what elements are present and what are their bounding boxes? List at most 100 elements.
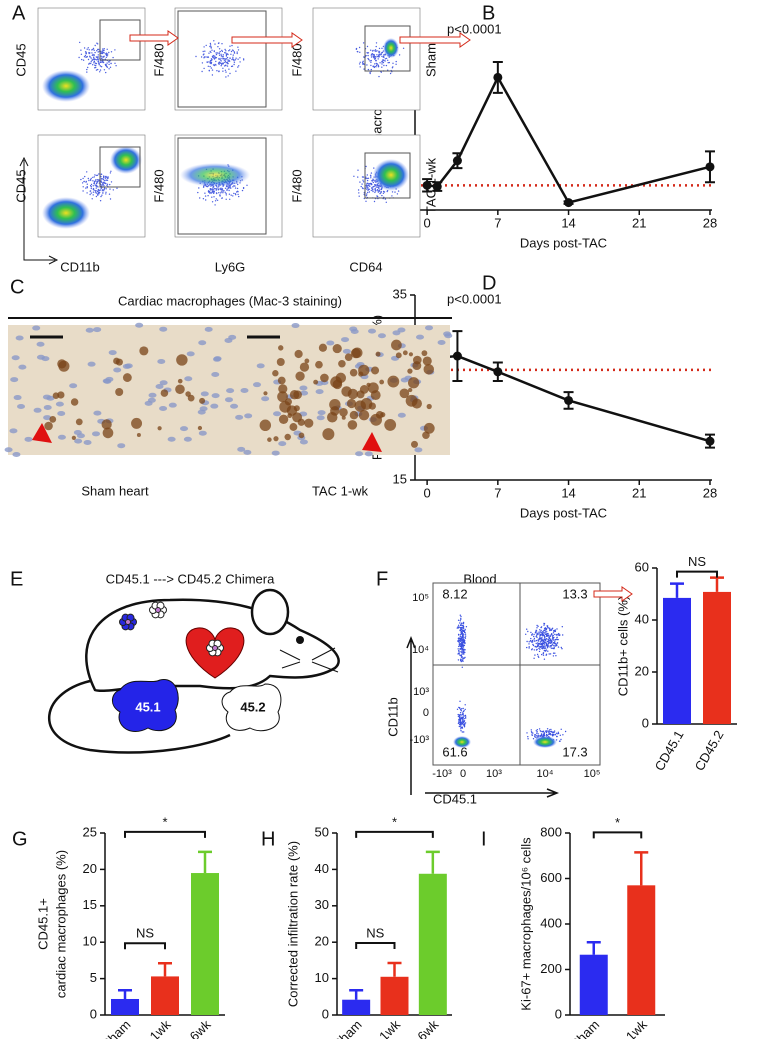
flow-dot	[543, 647, 545, 650]
flow-dot	[223, 59, 226, 61]
flow-plot	[174, 134, 283, 238]
flow-dot	[460, 723, 462, 725]
flow-dot	[220, 65, 222, 67]
flow-dot	[218, 58, 220, 61]
flow-dot	[384, 60, 386, 62]
flow-dot	[375, 66, 377, 68]
flow-dot	[526, 646, 528, 649]
flow-dot	[227, 53, 229, 56]
stain-spot	[57, 391, 65, 399]
cell-blob	[112, 679, 179, 733]
flow-dot	[527, 738, 529, 740]
flow-dot	[366, 193, 368, 195]
flow-dot	[458, 634, 460, 636]
flow-dot	[221, 189, 223, 191]
flow-dot	[116, 187, 118, 189]
quadrant-value: 13.3	[562, 586, 587, 601]
flow-dot	[549, 628, 551, 630]
nucleus	[17, 403, 26, 409]
flow-dot	[551, 634, 553, 636]
flow-dot	[367, 183, 370, 185]
gate	[364, 152, 411, 199]
flow-dot	[356, 50, 359, 53]
flow-dot	[554, 643, 557, 645]
flow-dot	[101, 184, 104, 186]
flow-dot	[229, 187, 231, 189]
flow-dot	[463, 653, 465, 655]
flow-dot	[462, 627, 464, 629]
flow-dot	[234, 187, 237, 189]
flow-dot	[536, 642, 539, 644]
flow-dot	[458, 649, 460, 652]
flow-dot	[457, 713, 459, 716]
flow-dot	[98, 191, 100, 193]
flow-dot	[104, 180, 106, 182]
flow-frame	[174, 7, 283, 111]
flow-dot	[531, 734, 533, 736]
flow-dot	[545, 640, 547, 642]
stain-spot	[263, 391, 268, 396]
flow-dot	[462, 623, 465, 625]
stain-spot	[70, 398, 79, 406]
flow-dot	[210, 59, 212, 62]
flow-dot	[209, 192, 211, 195]
stain-spot	[304, 418, 314, 428]
nucleus	[256, 363, 265, 369]
stain-spot	[349, 410, 359, 420]
flow-dot	[224, 187, 227, 189]
nucleus	[144, 400, 153, 406]
data-point	[493, 367, 503, 377]
nucleus	[9, 428, 18, 434]
flow-dot	[369, 71, 371, 74]
flow-dot	[460, 651, 462, 653]
nucleus	[211, 393, 220, 399]
data-point	[452, 156, 462, 166]
flow-dot	[547, 650, 549, 652]
flow-dot	[461, 726, 463, 729]
flow-dot	[374, 58, 376, 60]
flow-dot	[369, 60, 371, 62]
x-tick-label: CD45.2	[692, 728, 727, 774]
flow-dot	[95, 179, 97, 181]
stain-spot	[358, 371, 364, 377]
flow-dot	[372, 49, 374, 52]
flow-dot	[548, 733, 550, 735]
flow-dot	[533, 649, 535, 651]
chart: 0 200 400 600 800 Ki-67+ macrophages/10⁶ cell…	[518, 815, 665, 1039]
flow-dot	[537, 625, 539, 627]
nucleus	[300, 390, 309, 396]
significance-label: NS	[366, 925, 384, 940]
flow-dot	[103, 69, 106, 71]
flow-dot	[384, 198, 387, 200]
arrowhead	[362, 432, 382, 452]
flow-dot	[218, 52, 220, 54]
flow-dot	[553, 644, 555, 647]
mouse-drawing: 45.1 45.2	[47, 588, 340, 754]
flow-dot	[370, 61, 372, 63]
flow-dot	[94, 44, 96, 47]
flow-dot	[202, 186, 205, 188]
flow-dot	[461, 649, 463, 651]
flow-dot	[218, 42, 220, 44]
flow-dot	[463, 731, 465, 733]
flow-dot	[536, 732, 538, 734]
flow-dot	[535, 630, 538, 632]
error-bar	[710, 576, 724, 592]
stain-spot	[102, 427, 114, 439]
error-bar	[349, 988, 364, 1000]
stain-spot	[371, 366, 380, 375]
y-tick-label: 25	[83, 824, 97, 839]
x-tick-label: Sham	[99, 1017, 134, 1039]
flow-dot	[221, 197, 223, 200]
flow-dot	[385, 64, 388, 67]
flow-dot	[541, 638, 543, 640]
flow-dot	[384, 58, 387, 60]
flow-dot	[106, 66, 109, 68]
flow-dot	[380, 53, 382, 55]
flow-dot	[545, 733, 548, 736]
flow-dot	[461, 645, 463, 647]
flow-dot	[548, 653, 550, 655]
y-tick-label: 800	[540, 824, 562, 839]
flow-dot	[460, 724, 462, 726]
flow-dot	[549, 653, 552, 655]
